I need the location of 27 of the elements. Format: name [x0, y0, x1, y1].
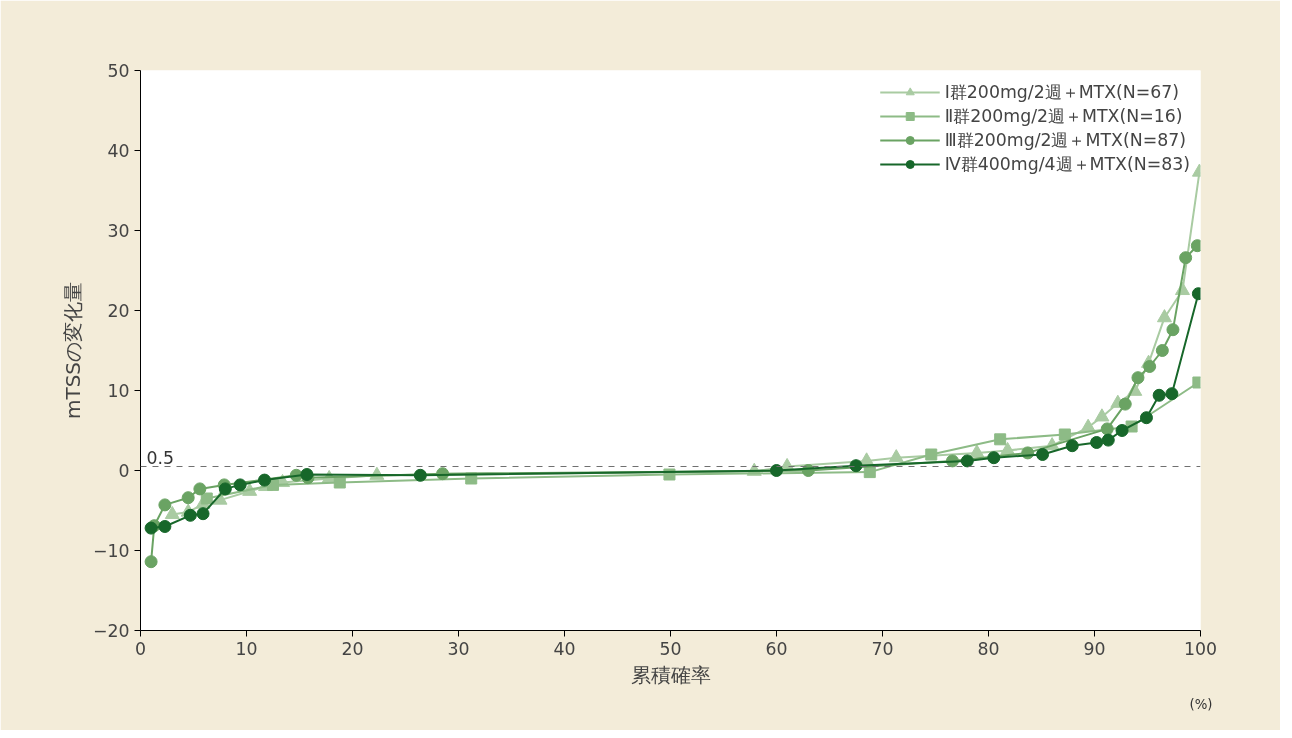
legend-label: Ⅲ群200mg/2週＋MTX(N=87): [944, 129, 1186, 152]
text: (%): [1189, 696, 1213, 712]
y-tick-label: 40: [107, 141, 130, 161]
y-tick-label: 50: [107, 61, 130, 81]
y-axis-title: mTSSの変化量: [60, 281, 85, 420]
legend-label: Ⅰ群200mg/2週＋MTX(N=67): [944, 81, 1180, 104]
x-tick-label: 80: [977, 638, 1000, 659]
x-tick-label: 50: [659, 638, 682, 659]
y-tick-label: 0: [118, 461, 130, 481]
x-tick-label: 100: [1183, 638, 1218, 659]
x-axis-title: 累積確率: [630, 662, 711, 687]
x-tick-label: 60: [765, 638, 788, 659]
ref-line-label: 0.5: [146, 447, 175, 468]
y-tick-label: 30: [107, 221, 130, 241]
x-tick-label: 90: [1083, 638, 1106, 659]
x-tick-label: 10: [235, 638, 258, 659]
y-tick-label: −20: [92, 621, 130, 641]
x-tick-label: 0: [134, 638, 147, 659]
x-tick-label: 30: [447, 638, 470, 659]
legend-label: Ⅱ群200mg/2週＋MTX(N=16): [944, 105, 1183, 128]
x-tick-label: 20: [341, 638, 364, 659]
x-tick-label: 40: [553, 638, 576, 659]
legend-label: Ⅳ群400mg/4週＋MTX(N=83): [944, 153, 1190, 176]
y-tick-label: −10: [92, 541, 130, 561]
y-tick-label: 20: [107, 301, 130, 321]
x-tick-label: 70: [871, 638, 894, 659]
y-tick-label: 10: [107, 381, 130, 401]
